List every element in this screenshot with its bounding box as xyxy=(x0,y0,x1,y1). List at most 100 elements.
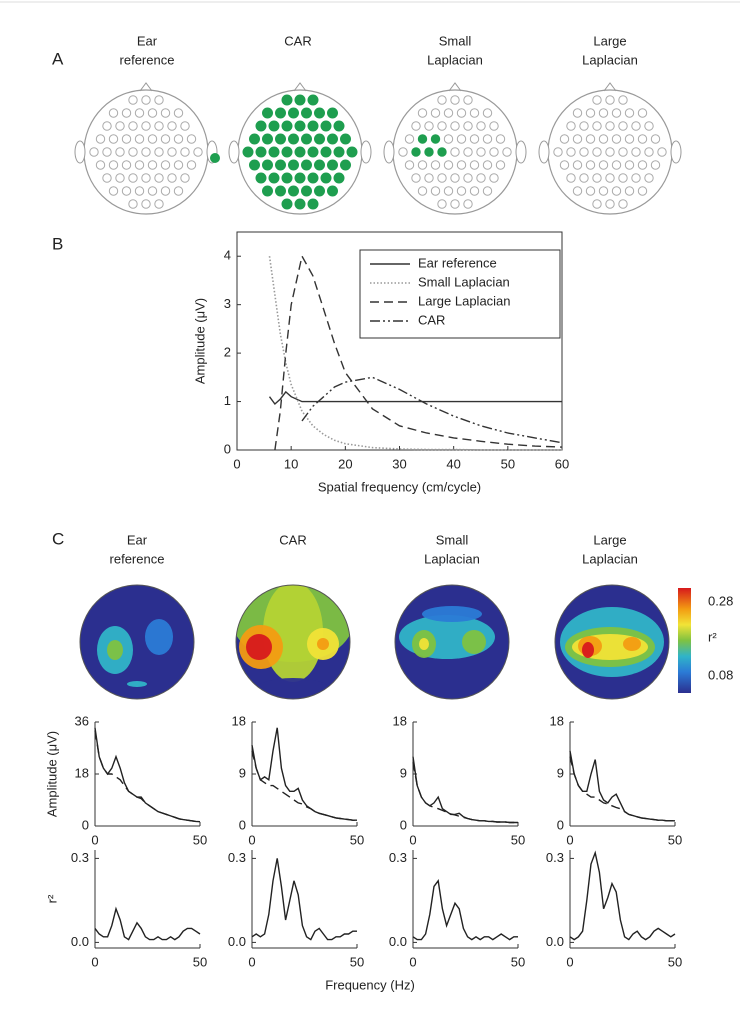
electrode xyxy=(95,134,106,144)
electrode xyxy=(262,185,273,197)
electrode xyxy=(450,121,460,131)
electrode xyxy=(553,147,563,157)
electrode xyxy=(340,133,351,145)
electrode xyxy=(430,160,441,170)
map-region xyxy=(317,638,329,650)
electrode xyxy=(288,133,299,145)
electrode xyxy=(301,159,312,171)
x-tick-label: 0 xyxy=(91,954,98,969)
electrode xyxy=(346,146,358,158)
x-tick-label: 50 xyxy=(501,456,515,471)
x-tick-label: 0 xyxy=(248,954,255,969)
electrode xyxy=(411,121,421,131)
electrode xyxy=(631,147,641,157)
electrode xyxy=(173,160,184,170)
electrode xyxy=(294,198,306,210)
electrode xyxy=(585,108,596,118)
ear xyxy=(228,140,240,164)
electrode xyxy=(605,147,615,157)
electrode xyxy=(502,147,512,157)
x-tick-label: 0 xyxy=(248,832,255,847)
electrode xyxy=(605,173,615,183)
y-axis-label: Amplitude (μV) xyxy=(44,731,59,817)
electrode xyxy=(579,173,589,183)
column-title: reference xyxy=(110,551,165,566)
electrode xyxy=(167,147,177,157)
y-tick-label: 9 xyxy=(239,765,246,780)
panel-label: B xyxy=(52,234,63,253)
electrode xyxy=(115,147,125,157)
electrode xyxy=(424,121,434,131)
x-tick-label: 40 xyxy=(446,456,460,471)
electrode xyxy=(482,108,493,118)
electrode xyxy=(95,160,106,170)
electrode xyxy=(102,173,112,183)
electrode xyxy=(128,173,138,183)
electrode xyxy=(210,153,220,163)
series-line xyxy=(268,390,562,406)
ear xyxy=(360,140,372,164)
electrode xyxy=(404,160,415,170)
electrode xyxy=(141,121,151,131)
electrode xyxy=(154,147,164,157)
electrode xyxy=(469,108,480,118)
electrode xyxy=(463,199,473,209)
electrode xyxy=(605,95,615,105)
electrode xyxy=(424,173,434,183)
electrode xyxy=(320,172,332,184)
electrode xyxy=(644,121,654,131)
map-region xyxy=(462,630,486,654)
electrode xyxy=(592,95,602,105)
y-tick-label: 3 xyxy=(224,296,231,311)
x-tick-label: 0 xyxy=(566,832,573,847)
electrode xyxy=(566,121,576,131)
electrode xyxy=(281,120,293,132)
map-outline xyxy=(79,584,195,700)
electrode xyxy=(167,173,177,183)
electrode xyxy=(288,107,299,119)
electrode xyxy=(469,186,480,196)
electrode xyxy=(134,108,145,118)
electrode xyxy=(160,186,171,196)
electrode xyxy=(559,134,570,144)
electrode xyxy=(566,173,576,183)
electrode xyxy=(398,147,408,157)
electrode xyxy=(611,108,622,118)
y-tick-label: 9 xyxy=(400,765,407,780)
electrode xyxy=(340,159,351,171)
ear xyxy=(538,140,550,164)
electrode xyxy=(469,134,480,144)
y-tick-label: 2 xyxy=(224,345,231,360)
x-tick-label: 0 xyxy=(409,954,416,969)
electrode xyxy=(281,198,293,210)
electrode xyxy=(307,94,319,106)
y-tick-label: 9 xyxy=(557,765,564,780)
y-tick-label: 0.0 xyxy=(71,934,89,949)
electrode xyxy=(482,160,493,170)
electrode xyxy=(108,160,119,170)
y-tick-label: 18 xyxy=(232,713,246,728)
electrode xyxy=(327,107,338,119)
x-tick-label: 50 xyxy=(668,954,682,969)
electrode xyxy=(262,159,273,171)
series-line xyxy=(251,858,357,941)
electrode xyxy=(288,159,299,171)
electrode xyxy=(450,95,460,105)
x-axis-label: Frequency (Hz) xyxy=(325,977,415,992)
column-title: CAR xyxy=(279,532,306,547)
electrode xyxy=(186,134,197,144)
electrode xyxy=(333,120,345,132)
electrode xyxy=(624,160,635,170)
series-line xyxy=(569,756,675,822)
electrode xyxy=(559,160,570,170)
electrode xyxy=(631,173,641,183)
nose xyxy=(603,82,617,92)
ear xyxy=(670,140,682,164)
electrode xyxy=(141,147,151,157)
y-tick-label: 18 xyxy=(550,713,564,728)
electrode xyxy=(489,173,499,183)
electrode xyxy=(307,198,319,210)
electrode xyxy=(327,185,338,197)
electrode xyxy=(417,160,428,170)
electrode xyxy=(281,94,293,106)
